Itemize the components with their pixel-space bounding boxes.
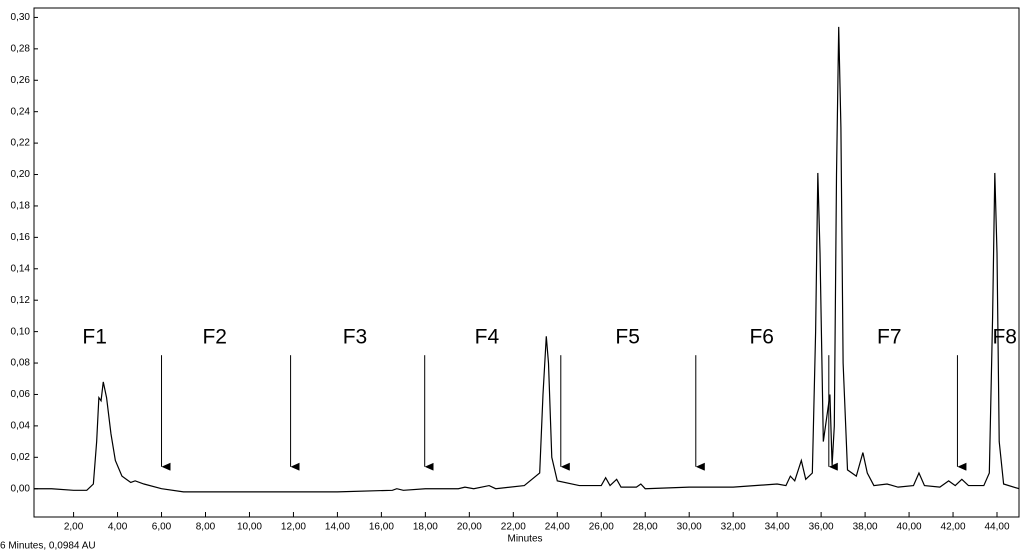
x-tick-label: 12,00 — [281, 522, 306, 533]
fraction-label: F4 — [475, 325, 500, 348]
x-tick-label: 26,00 — [589, 522, 614, 533]
x-tick-label: 38,00 — [853, 522, 878, 533]
y-tick-label: 0,04 — [11, 421, 31, 432]
x-tick-label: 14,00 — [325, 522, 350, 533]
fraction-label: F8 — [992, 325, 1017, 348]
fraction-label: F3 — [343, 325, 368, 348]
y-tick-label: 0,28 — [11, 43, 31, 54]
fraction-label: F2 — [202, 325, 227, 348]
fraction-label: F7 — [877, 325, 902, 348]
x-tick-label: 20,00 — [457, 522, 482, 533]
x-tick-label: 32,00 — [721, 522, 746, 533]
x-tick-label: 2,00 — [64, 522, 84, 533]
x-tick-label: 4,00 — [108, 522, 128, 533]
x-tick-label: 18,00 — [413, 522, 438, 533]
y-tick-label: 0,24 — [11, 106, 31, 117]
x-tick-label: 42,00 — [941, 522, 966, 533]
fraction-label: F6 — [749, 325, 774, 348]
x-tick-label: 30,00 — [677, 522, 702, 533]
x-tick-label: 44,00 — [984, 522, 1009, 533]
x-tick-label: 8,00 — [196, 522, 216, 533]
x-tick-label: 22,00 — [501, 522, 526, 533]
plot-frame — [33, 7, 1020, 518]
chromatogram-line — [34, 26, 1020, 493]
y-tick-label: 0,16 — [11, 232, 31, 243]
x-tick-label: 40,00 — [897, 522, 922, 533]
y-tick-label: 0,08 — [11, 358, 31, 369]
y-tick-label: 0,10 — [11, 326, 31, 337]
y-tick-label: 0,22 — [11, 138, 31, 149]
y-tick-label: 0,30 — [11, 12, 31, 23]
x-axis-label: Minutes — [507, 534, 542, 545]
y-tick-label: 0,14 — [11, 263, 31, 274]
x-tick-label: 10,00 — [237, 522, 262, 533]
x-tick-label: 28,00 — [633, 522, 658, 533]
x-tick-label: 36,00 — [809, 522, 834, 533]
y-tick-label: 0,26 — [11, 75, 31, 86]
x-tick-label: 6,00 — [152, 522, 172, 533]
y-tick-label: 0,02 — [11, 452, 31, 463]
fraction-label: F5 — [615, 325, 640, 348]
fraction-label: F1 — [82, 325, 107, 348]
y-tick-label: 0,20 — [11, 169, 31, 180]
x-tick-label: 34,00 — [765, 522, 790, 533]
y-tick-label: 0,18 — [11, 201, 31, 212]
y-tick-label: 0,00 — [11, 483, 31, 494]
y-tick-label: 0,06 — [11, 389, 31, 400]
x-tick-label: 16,00 — [369, 522, 394, 533]
footer-text: 6 Minutes, 0,0984 AU — [0, 541, 96, 552]
y-tick-label: 0,12 — [11, 295, 31, 306]
x-tick-label: 24,00 — [545, 522, 570, 533]
